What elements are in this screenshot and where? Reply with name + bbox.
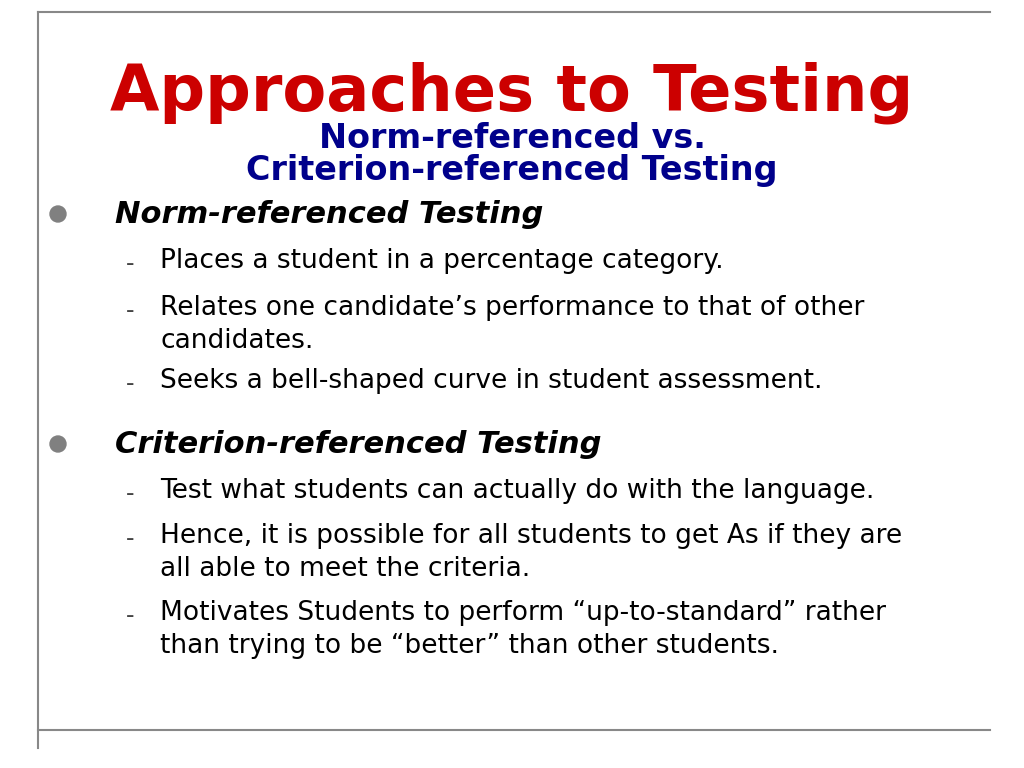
Circle shape — [50, 206, 66, 222]
Text: Norm-referenced Testing: Norm-referenced Testing — [115, 200, 544, 229]
Text: -: - — [126, 299, 134, 323]
Text: Test what students can actually do with the language.: Test what students can actually do with … — [160, 478, 874, 504]
Text: Criterion-referenced Testing: Criterion-referenced Testing — [246, 154, 778, 187]
Text: -: - — [126, 482, 134, 506]
Text: -: - — [126, 372, 134, 396]
Circle shape — [50, 436, 66, 452]
Text: -: - — [126, 527, 134, 551]
Text: Hence, it is possible for all students to get As if they are
all able to meet th: Hence, it is possible for all students t… — [160, 523, 902, 582]
Text: Seeks a bell-shaped curve in student assessment.: Seeks a bell-shaped curve in student ass… — [160, 368, 822, 394]
Text: Relates one candidate’s performance to that of other
candidates.: Relates one candidate’s performance to t… — [160, 295, 864, 354]
Text: Motivates Students to perform “up-to-standard” rather
than trying to be “better”: Motivates Students to perform “up-to-sta… — [160, 600, 886, 659]
Text: Norm-referenced vs.: Norm-referenced vs. — [318, 122, 706, 155]
Text: -: - — [126, 252, 134, 276]
Text: -: - — [126, 604, 134, 628]
Text: Criterion-referenced Testing: Criterion-referenced Testing — [115, 430, 601, 459]
Text: Places a student in a percentage category.: Places a student in a percentage categor… — [160, 248, 724, 274]
Text: Approaches to Testing: Approaches to Testing — [111, 62, 913, 124]
